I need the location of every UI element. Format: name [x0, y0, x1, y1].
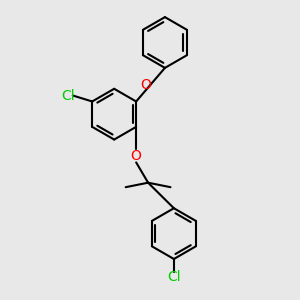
Text: Cl: Cl — [167, 270, 181, 284]
Text: Cl: Cl — [61, 88, 75, 103]
Text: O: O — [141, 78, 152, 92]
Text: O: O — [131, 149, 142, 163]
